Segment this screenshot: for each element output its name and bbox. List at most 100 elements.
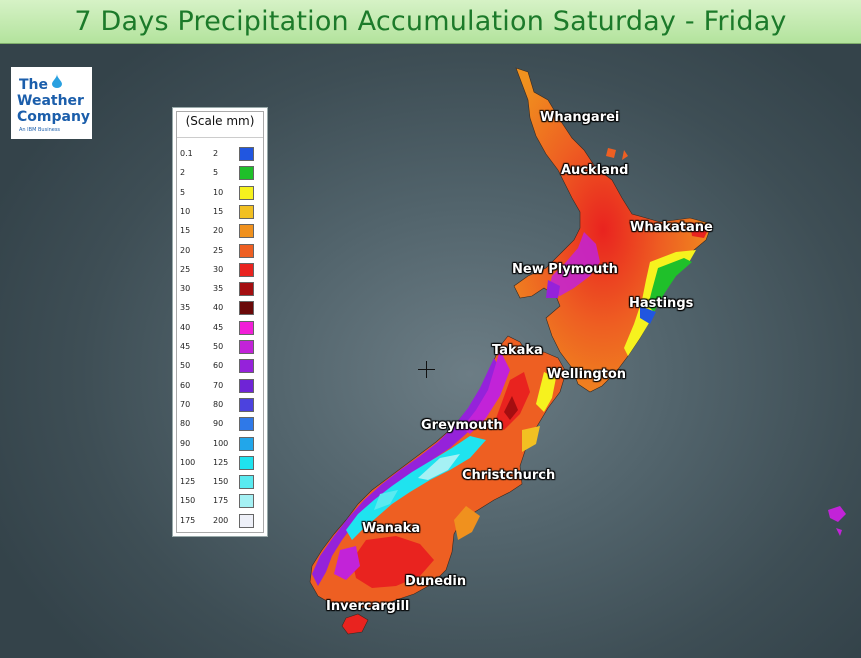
legend-color-swatch [239, 455, 254, 470]
legend-to-value: 35 [213, 284, 224, 294]
legend-color-swatch [239, 262, 254, 277]
city-label-takaka: Takaka [492, 343, 543, 358]
legend-color-swatch [239, 340, 254, 354]
legend-color-swatch [239, 320, 254, 335]
legend-to-value: 5 [213, 168, 219, 178]
legend-from-value: 100 [180, 457, 196, 467]
stewart-island [341, 613, 369, 635]
legend-from-value: 70 [180, 399, 191, 409]
legend-title: (Scale mm) [185, 114, 255, 128]
legend-to-value: 40 [213, 303, 224, 313]
legend-from-value: 35 [180, 303, 191, 313]
legend-from-value: 175 [180, 515, 196, 525]
legend-to-value: 50 [213, 342, 224, 351]
legend-row: 0.1 2 [173, 146, 267, 165]
legend-row: 150 175 [173, 493, 267, 512]
city-label-wanaka: Wanaka [362, 521, 421, 536]
legend-row: 40 45 [173, 320, 267, 339]
legend-to-value: 60 [213, 361, 224, 371]
city-label-dunedin: Dunedin [405, 574, 467, 589]
legend-color-swatch [239, 397, 254, 412]
city-label-invercargill: Invercargill [326, 599, 410, 614]
legend-row: 45 50 [173, 339, 267, 358]
legend-to-value: 125 [213, 457, 229, 467]
legend-color-swatch [239, 417, 254, 432]
legend-from-value: 30 [180, 284, 191, 294]
legend-color-swatch [239, 204, 254, 219]
crosshair-icon [418, 361, 435, 378]
legend-from-value: 0.1 [180, 149, 193, 158]
legend-to-value: 70 [213, 380, 224, 390]
legend-color-swatch [239, 147, 254, 161]
city-label-whangarei: Whangarei [540, 110, 620, 125]
legend-from-value: 10 [180, 206, 191, 216]
legend-color-swatch [239, 301, 254, 316]
legend-to-value: 100 [213, 438, 229, 448]
legend-to-value: 90 [213, 419, 224, 429]
legend-to-value: 15 [213, 206, 224, 216]
legend-to-value: 175 [213, 496, 229, 506]
legend-row: 30 35 [173, 281, 267, 300]
legend-color-swatch [239, 282, 254, 297]
legend-to-value: 2 [213, 149, 219, 158]
city-label-whakatane: Whakatane [630, 220, 713, 235]
north-island [513, 67, 713, 393]
legend-to-value: 25 [213, 245, 224, 255]
legend-from-value: 5 [180, 187, 186, 197]
legend-to-value: 30 [213, 264, 224, 274]
city-label-auckland: Auckland [561, 163, 629, 178]
legend-to-value: 45 [213, 322, 224, 332]
water-drop-icon [52, 74, 62, 88]
legend-row: 90 100 [173, 436, 267, 455]
legend-color-swatch [239, 494, 254, 509]
legend-row: 20 25 [173, 243, 267, 262]
legend-row: 25 30 [173, 262, 267, 281]
title-bar: 7 Days Precipitation Accumulation Saturd… [0, 0, 861, 44]
legend-from-value: 2 [180, 168, 186, 178]
legend-from-value: 20 [180, 245, 191, 255]
legend-color-swatch [239, 185, 254, 200]
legend-from-value: 50 [180, 361, 191, 371]
legend-color-swatch [239, 243, 254, 258]
legend-color-swatch [239, 378, 254, 393]
legend-to-value: 10 [213, 187, 224, 197]
legend-row: 80 90 [173, 416, 267, 435]
legend-color-swatch [239, 359, 254, 374]
legend-color-swatch [239, 436, 254, 451]
legend-row: 100 125 [173, 455, 267, 474]
legend-row: 175 200 [173, 513, 267, 532]
legend-color-swatch [239, 475, 254, 490]
legend-row: 60 70 [173, 378, 267, 397]
legend-color-swatch [239, 166, 254, 181]
legend-to-value: 200 [213, 515, 229, 525]
legend-row: 50 60 [173, 358, 267, 377]
precipitation-legend: (Scale mm) 0.1 2 2 5 5 10 10 15 15 20 20 25 25 30 30 35… [172, 107, 268, 537]
chatham-islands [828, 506, 846, 522]
map-title: 7 Days Precipitation Accumulation Saturd… [74, 6, 787, 37]
legend-row: 35 40 [173, 300, 267, 319]
legend-from-value: 80 [180, 419, 191, 429]
legend-from-value: 25 [180, 264, 191, 274]
legend-from-value: 60 [180, 380, 191, 390]
legend-row: 10 15 [173, 204, 267, 223]
city-label-hastings: Hastings [629, 296, 694, 311]
legend-from-value: 45 [180, 342, 191, 351]
legend-from-value: 150 [180, 496, 196, 506]
legend-row: 15 20 [173, 223, 267, 242]
city-label-wellington: Wellington [547, 367, 627, 382]
legend-row: 70 80 [173, 397, 267, 416]
legend-color-swatch [239, 224, 254, 239]
city-label-new-plymouth: New Plymouth [512, 262, 618, 277]
city-label-greymouth: Greymouth [421, 418, 503, 433]
legend-color-swatch [239, 513, 254, 528]
legend-from-value: 90 [180, 438, 191, 448]
legend-to-value: 80 [213, 399, 224, 409]
legend-from-value: 125 [180, 477, 196, 487]
legend-from-value: 40 [180, 322, 191, 332]
city-label-christchurch: Christchurch [462, 468, 556, 483]
the-weather-company-logo: The Weather Company An IBM Business [11, 67, 92, 139]
legend-row: 5 10 [173, 185, 267, 204]
legend-to-value: 150 [213, 477, 229, 487]
